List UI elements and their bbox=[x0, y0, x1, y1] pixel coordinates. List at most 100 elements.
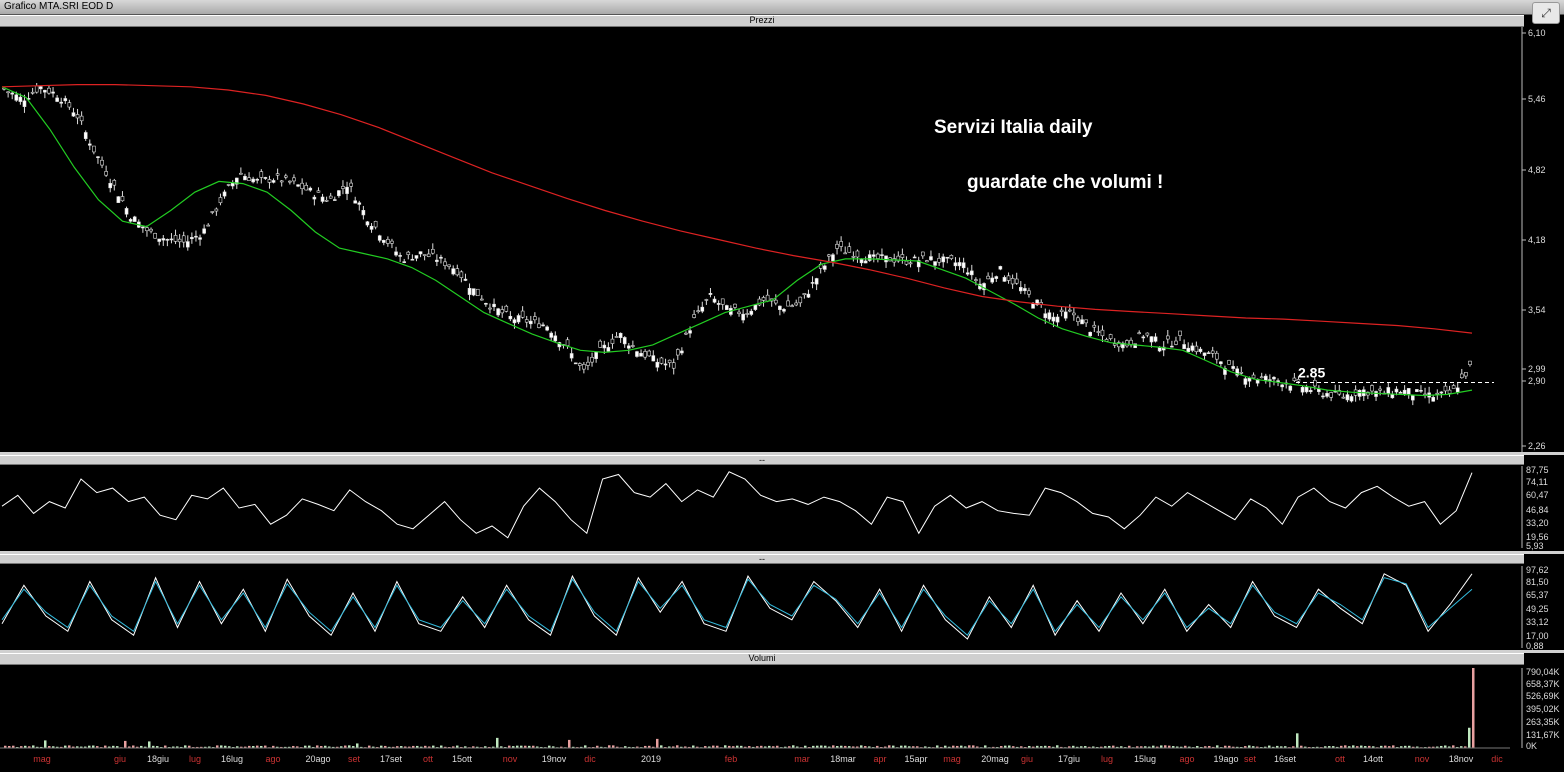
volume-bar bbox=[1224, 745, 1227, 748]
volume-bar bbox=[1360, 745, 1363, 748]
candle-body bbox=[234, 177, 239, 185]
candle-body bbox=[961, 262, 966, 269]
volume-bar bbox=[1048, 746, 1051, 748]
volume-bar bbox=[728, 745, 731, 748]
oscillator-tick-label: 19,56 bbox=[1526, 532, 1549, 542]
candle-body bbox=[177, 238, 182, 243]
volume-bar bbox=[1412, 746, 1415, 748]
volume-bar bbox=[1404, 745, 1407, 748]
volume-bar bbox=[108, 746, 111, 748]
volume-bar bbox=[840, 745, 843, 748]
candle-body bbox=[283, 175, 288, 178]
volume-bar bbox=[280, 746, 283, 748]
volume-bar bbox=[824, 745, 827, 748]
candle-body bbox=[239, 172, 243, 175]
candle-body bbox=[965, 272, 970, 275]
candle-body bbox=[1137, 332, 1142, 335]
volume-bar bbox=[704, 746, 707, 748]
candle-body bbox=[631, 345, 635, 347]
stochastic-tick-label: 65,37 bbox=[1526, 590, 1549, 600]
volume-bar bbox=[404, 746, 407, 748]
volume-bar bbox=[1388, 746, 1391, 748]
volume-bar bbox=[852, 746, 855, 748]
volume-bar bbox=[32, 745, 35, 748]
candle-body bbox=[1153, 336, 1158, 342]
volume-tick-label: 0K bbox=[1526, 741, 1537, 751]
panel-separator[interactable] bbox=[0, 551, 1564, 554]
volume-bar bbox=[296, 746, 299, 748]
candle-body bbox=[324, 200, 329, 202]
volume-bar bbox=[776, 745, 779, 748]
volume-bar bbox=[644, 745, 647, 748]
volume-bar bbox=[1464, 746, 1467, 748]
volume-bar bbox=[1092, 746, 1095, 748]
volume-bar bbox=[600, 746, 603, 748]
volume-bar bbox=[244, 746, 247, 748]
price-tick-label: 2,90 bbox=[1528, 376, 1546, 386]
candle-body bbox=[941, 256, 946, 263]
candle-body bbox=[341, 186, 345, 189]
x-tick-label: set bbox=[1244, 754, 1257, 764]
volume-bar bbox=[8, 745, 11, 748]
volume-bar bbox=[688, 746, 691, 748]
candle-body bbox=[618, 332, 623, 338]
candle-body bbox=[533, 316, 537, 321]
volume-bar bbox=[432, 745, 435, 748]
candle-body bbox=[663, 363, 668, 366]
candle-body bbox=[451, 268, 456, 275]
candle-body bbox=[475, 288, 480, 296]
candle-body bbox=[675, 349, 680, 356]
x-tick-label: 20mag bbox=[981, 754, 1009, 764]
volume-bar bbox=[1456, 746, 1459, 748]
volume-bar bbox=[1344, 745, 1347, 748]
fullscreen-icon[interactable]: ⤢ bbox=[1532, 2, 1560, 24]
candle-body bbox=[786, 300, 790, 307]
volume-bar bbox=[1440, 745, 1443, 748]
volume-bar bbox=[316, 745, 319, 748]
panel-separator[interactable] bbox=[0, 650, 1564, 653]
volume-bar bbox=[64, 745, 67, 748]
volume-bar bbox=[476, 746, 479, 748]
price-tick-label: 3,54 bbox=[1528, 305, 1546, 315]
x-tick-label: nov bbox=[503, 754, 518, 764]
volume-bar bbox=[508, 745, 511, 748]
x-tick-label: giu bbox=[114, 754, 126, 764]
volume-bar bbox=[1280, 746, 1283, 748]
volume-bar bbox=[1212, 746, 1215, 748]
volume-bar bbox=[1460, 746, 1463, 748]
volume-bar bbox=[1436, 746, 1439, 748]
volume-bar bbox=[936, 745, 939, 748]
candle-body bbox=[553, 335, 558, 342]
price-tick-label: 4,82 bbox=[1528, 165, 1546, 175]
volume-bar bbox=[1072, 745, 1075, 748]
candle-body bbox=[688, 330, 692, 334]
volume-bar bbox=[684, 746, 687, 748]
candle-body bbox=[692, 314, 696, 318]
candle-body bbox=[488, 307, 492, 310]
candle-body bbox=[745, 313, 750, 315]
candle-body bbox=[790, 305, 794, 307]
candle-body bbox=[467, 287, 472, 295]
volume-bar bbox=[792, 745, 795, 748]
volume-bar bbox=[1144, 746, 1147, 748]
candle-body bbox=[1378, 388, 1382, 391]
candle-body bbox=[835, 244, 839, 249]
candle-body bbox=[577, 363, 582, 366]
stochastic-panel-title: -- bbox=[759, 554, 765, 564]
candle-body bbox=[430, 249, 435, 254]
candle-body bbox=[614, 336, 619, 338]
volume-bar bbox=[1444, 745, 1447, 748]
volume-bar bbox=[164, 745, 167, 748]
candle-body bbox=[1023, 288, 1027, 291]
candle-body bbox=[953, 262, 958, 267]
volume-tick-label: 658,37K bbox=[1526, 679, 1560, 689]
volume-bar bbox=[1044, 745, 1047, 748]
panel-separator[interactable] bbox=[0, 452, 1564, 455]
moving-average-long bbox=[1, 83, 1473, 334]
volume-bar bbox=[336, 746, 339, 748]
oscillator-tick-label: 33,20 bbox=[1526, 518, 1549, 528]
volume-bar bbox=[1304, 746, 1307, 748]
volume-bar bbox=[520, 745, 523, 748]
volume-bar bbox=[1372, 746, 1375, 748]
volume-bar bbox=[144, 746, 147, 748]
